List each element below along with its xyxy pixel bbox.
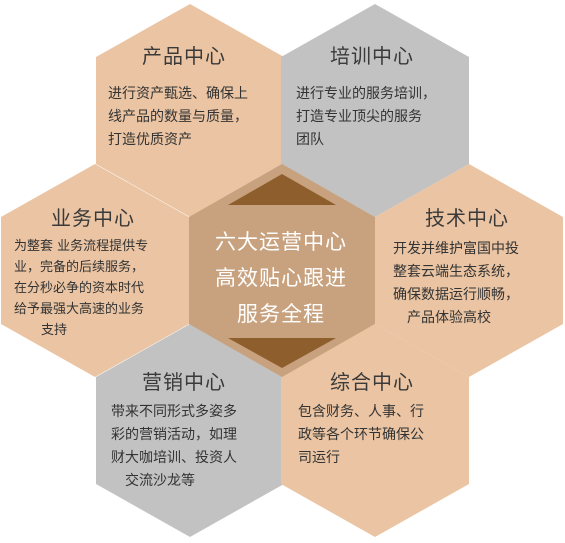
desc-line: 产品体验高校 xyxy=(407,310,491,326)
desc-line: 进行专业的服务培训， xyxy=(296,86,436,102)
business-center-title: 业务中心 xyxy=(51,206,135,230)
center-top-arrow xyxy=(228,174,336,205)
center-headline-line1: 六大运营中心 xyxy=(215,230,347,254)
desc-line: 包含财务、人事、行 xyxy=(298,404,424,420)
product-center-desc: 进行资产甄选、确保上 线产品的数量与质量， 打造优质资产 xyxy=(108,83,278,152)
center-bottom-arrow xyxy=(228,338,336,368)
hex-tech xyxy=(375,164,563,377)
hex-center xyxy=(189,164,375,377)
desc-line: 打造专业顶尖的服务 xyxy=(296,109,422,125)
desc-line: 团队 xyxy=(296,132,324,148)
desc-line: 线产品的数量与质量， xyxy=(108,109,248,125)
tech-center-title: 技术中心 xyxy=(425,206,509,230)
general-center-title: 综合中心 xyxy=(330,370,414,394)
desc-line: 政等各个环节确保公 xyxy=(298,427,424,443)
desc-line: 给予最强大高速的业务 xyxy=(14,302,145,317)
desc-line: 带来不同形式多姿多 xyxy=(111,404,237,420)
center-headline-line2: 高效贴心跟进 xyxy=(215,266,347,290)
desc-line: 支持 xyxy=(41,323,68,338)
business-center-desc: 为整套 业务流程提供专 业，完备的后续服务， 在分秒必争的资本时代 给予最强大高… xyxy=(14,236,186,341)
desc-line: 交流沙龙等 xyxy=(125,473,195,489)
desc-line: 业，完备的后续服务， xyxy=(14,260,145,275)
center-headline-line3: 服务全程 xyxy=(237,302,325,326)
desc-line: 打造优质资产 xyxy=(108,132,192,148)
desc-line: 彩的营销活动，如理 xyxy=(111,427,237,443)
marketing-center-desc: 带来不同形式多姿多 彩的营销活动，如理 财大咖培训、投资人 交流沙龙等 xyxy=(111,401,281,493)
marketing-center-title: 营销中心 xyxy=(142,370,226,394)
desc-line: 确保数据运行顺畅， xyxy=(393,287,519,303)
hex-training xyxy=(281,4,469,217)
desc-line: 在分秒必争的资本时代 xyxy=(14,281,145,296)
tech-center-desc: 开发并维护富国中投 整套云端生态系统， 确保数据运行顺畅， 产品体验高校 xyxy=(393,238,558,330)
hex-business xyxy=(1,164,189,377)
desc-line: 进行资产甄选、确保上 xyxy=(108,86,248,102)
desc-line: 财大咖培训、投资人 xyxy=(111,450,237,466)
desc-line: 为整套 业务流程提供专 xyxy=(14,239,149,254)
hex-product xyxy=(96,4,284,217)
desc-line: 司运行 xyxy=(298,450,340,466)
desc-line: 整套云端生态系统， xyxy=(393,264,519,280)
hex-general xyxy=(281,324,469,537)
desc-line: 开发并维护富国中投 xyxy=(393,241,519,257)
training-center-title: 培训中心 xyxy=(330,44,414,68)
product-center-title: 产品中心 xyxy=(142,44,226,68)
general-center-desc: 包含财务、人事、行 政等各个环节确保公 司运行 xyxy=(298,401,466,470)
training-center-desc: 进行专业的服务培训， 打造专业顶尖的服务 团队 xyxy=(296,83,466,152)
hex-marketing xyxy=(96,324,284,537)
